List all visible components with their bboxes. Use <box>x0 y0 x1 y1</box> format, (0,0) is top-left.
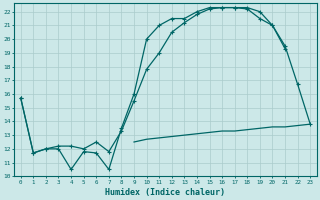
X-axis label: Humidex (Indice chaleur): Humidex (Indice chaleur) <box>106 188 226 197</box>
